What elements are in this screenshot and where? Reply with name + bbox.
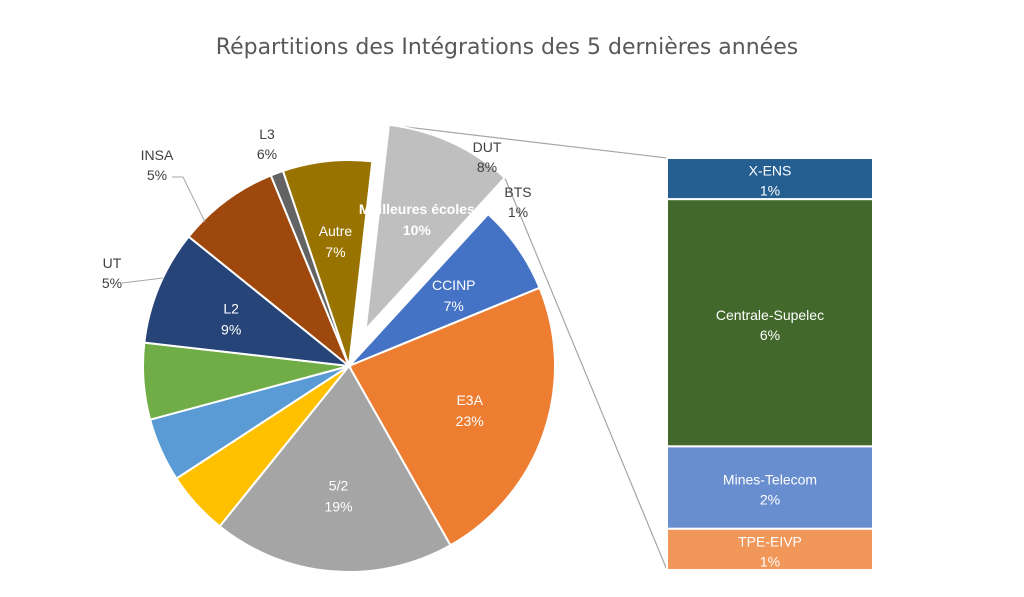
slice-value-ut: 5% [102,275,122,291]
slice-value-dut: 8% [477,159,497,175]
slice-value-insa: 5% [147,167,167,183]
slice-value-meilleures-ecoles: 10% [403,222,432,238]
pie-slice-e3a [347,286,556,547]
pie-slice-dut [187,174,350,367]
bar-value-centrale-supelec: 6% [760,327,780,343]
slice-value-e3a: 23% [456,413,484,429]
slice-label-insa: INSA [141,147,174,163]
slice-value-l2: 9% [221,322,241,338]
bar-label-centrale-supelec: Centrale-Supelec [716,307,824,323]
bar-label-x-ens: X-ENS [749,163,792,179]
slice-label-5-2: 5/2 [329,477,349,493]
slice-label-ut: UT [103,255,122,271]
bar-value-x-ens: 1% [760,183,780,199]
leader-line-ut [121,277,164,284]
bar-segment-x-ens [666,157,874,201]
slice-value-autre: 7% [325,244,345,260]
bar-segment-mines-telecom [666,445,874,530]
slice-label-l3: L3 [259,126,275,142]
slice-value-bts: 1% [508,204,528,220]
connector-line-bottom [504,177,668,571]
pie-labels-group: Meilleures écoles 10% CCINP 7% E3A 23% 5/2 19% U… [102,126,532,514]
bar-label-tpe-eivp: TPE-EIVP [738,533,802,549]
slice-label-bts: BTS [504,184,531,200]
slice-label-l2: L2 [223,301,239,317]
slice-label-e3a: E3A [456,392,483,408]
pie-slice-l2 [143,235,353,368]
pie-slice-meilleures-ecoles [364,123,507,333]
pie-slice-autre [281,159,374,367]
chart-title: Répartitions des Intégrations des 5 dern… [216,35,798,60]
bar-segment-centrale-supelec [666,198,874,448]
connector-line-top [388,124,668,159]
bar-value-mines-telecom: 2% [760,492,780,508]
pie-slice-5-2 [218,364,452,573]
connector-lines [388,124,668,571]
bar-value-tpe-eivp: 1% [760,553,780,569]
slice-value-5-2: 19% [325,498,353,514]
slice-label-autre: Autre [319,223,353,239]
leader-line-insa [172,176,206,223]
pie-group [142,123,556,573]
bar-group: X-ENS 1% Centrale-Supelec 6% Mines-Telecom 2%… [666,157,874,571]
slice-value-ccinp: 7% [444,298,464,314]
slice-value-l3: 6% [257,146,277,162]
slice-label-ccinp: CCINP [432,277,476,293]
bar-label-mines-telecom: Mines-Telecom [723,472,817,488]
bar-segment-tpe-eivp [666,527,874,571]
slice-label-dut: DUT [473,139,502,155]
slice-label-meilleures-ecoles: Meilleures écoles [359,201,475,217]
